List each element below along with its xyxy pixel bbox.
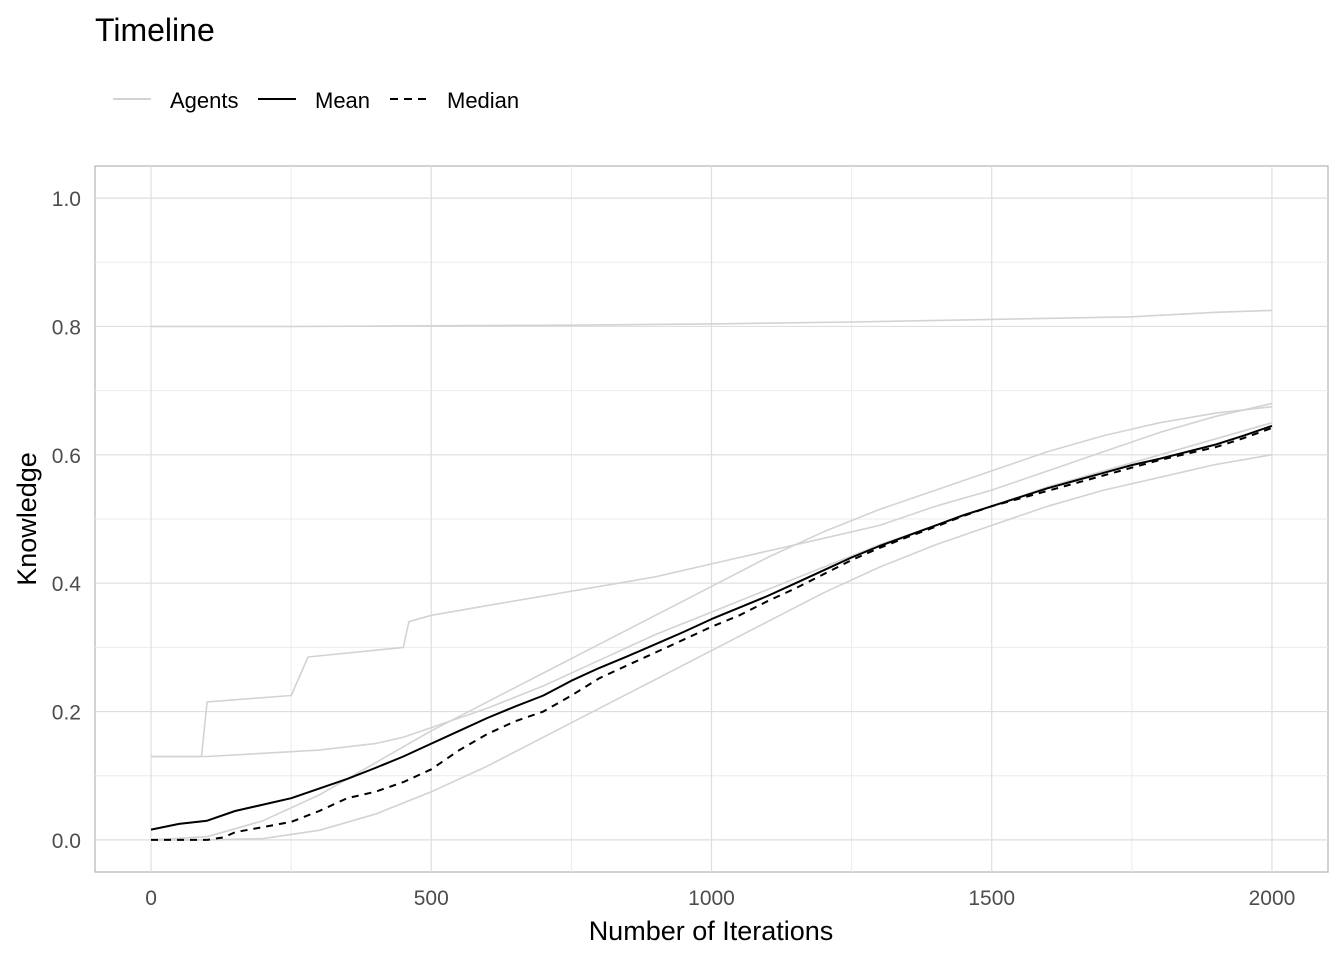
x-tick-label: 2000 [1249, 887, 1296, 910]
series-line-agents-upper-band [150, 405, 1273, 841]
series-layer [150, 309, 1273, 841]
chart-title: Timeline [95, 12, 215, 48]
legend-label-mean: Mean [315, 88, 370, 113]
y-axis-ticks: 0.0 0.2 0.4 0.6 0.8 1.0 [52, 188, 82, 853]
x-tick-label: 0 [145, 887, 157, 910]
y-tick-label: 1.0 [52, 188, 81, 211]
series-line-agents-upper-outlier [151, 309, 1273, 328]
series-line-mean [150, 424, 1273, 831]
series-line-agents-early-start [151, 421, 1273, 758]
x-axis-ticks: 0 500 1000 1500 2000 [145, 887, 1295, 910]
x-axis-title: Number of Iterations [589, 916, 834, 946]
x-tick-label: 1500 [968, 887, 1015, 910]
x-tick-label: 500 [414, 887, 449, 910]
series-line-agents-early-jump [151, 402, 1273, 758]
grid [95, 166, 1328, 872]
y-axis-title: Knowledge [12, 452, 42, 586]
y-tick-label: 0.4 [52, 573, 82, 596]
y-tick-label: 0.8 [52, 316, 81, 339]
y-tick-label: 0.0 [52, 830, 81, 853]
legend: Agents Mean Median [113, 88, 519, 113]
panel [94, 165, 1329, 873]
legend-label-median: Median [447, 88, 519, 113]
x-tick-label: 1000 [688, 887, 735, 910]
y-tick-label: 0.2 [52, 702, 81, 725]
y-tick-label: 0.6 [52, 445, 81, 468]
legend-label-agents: Agents [170, 88, 239, 113]
series-line-agents-lower-band [151, 454, 1273, 841]
series-line-median [151, 426, 1273, 841]
